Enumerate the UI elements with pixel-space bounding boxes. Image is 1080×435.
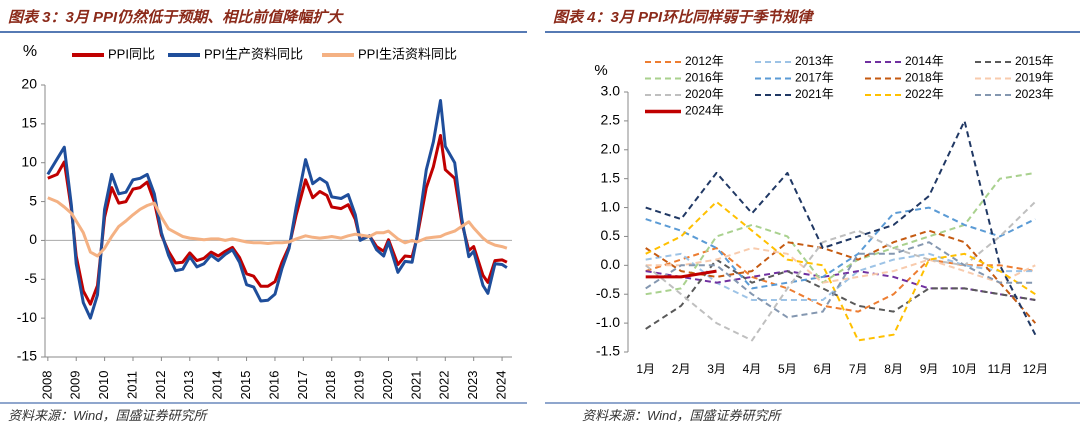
source-note: 资料来源：Wind，国盛证券研究所 [582,408,783,423]
y-tick-label: 0.0 [601,256,621,272]
legend-label: 2019年 [1015,71,1054,85]
legend-label: 2017年 [795,71,834,85]
x-tick-label: 2008 [39,371,54,400]
y-tick-label: -5 [25,270,38,286]
series-line [47,196,508,258]
y-tick-label: -1.5 [596,343,620,359]
chart-title: 图表 4：3月 PPI环比同样弱于季节规律 [553,8,814,26]
x-tick-label: 7月 [849,362,868,376]
x-tick-label: 1月 [636,362,655,376]
y-axis-label: % [594,62,607,79]
y-tick-label: 1.5 [601,169,621,185]
x-tick-label: 3月 [707,362,726,376]
legend-label: 2024年 [685,104,724,118]
legend-label: 2018年 [905,71,944,85]
x-tick-label: 5月 [778,362,797,376]
x-tick-label: 2017 [295,371,310,400]
x-tick-label: 2012 [153,371,168,400]
legend-label: PPI生活资料同比 [358,46,457,61]
x-tick-label: 2020 [380,371,395,400]
x-tick-label: 2月 [672,362,691,376]
series-line [46,99,508,320]
y-tick-label: 0 [29,231,37,247]
legend-label: 2016年 [685,71,724,85]
x-tick-label: 9月 [920,362,939,376]
x-tick-label: 2013 [181,371,196,400]
x-tick-label: 2009 [68,371,83,400]
legend-label: 2014年 [905,54,944,68]
legend-label: 2023年 [1015,87,1054,101]
chart-title: 图表 3：3月 PPI仍然低于预期、相比前值降幅扩大 [8,8,344,26]
series-line [645,206,1036,290]
x-tick-label: 2024 [494,371,509,400]
x-tick-label: 2021 [408,371,423,400]
series-line [645,270,1036,301]
x-tick-label: 2022 [437,371,452,400]
series-line [645,247,1036,284]
y-tick-label: -15 [17,348,37,364]
series-line [645,258,1036,330]
y-tick-label: 2.0 [601,140,621,156]
series-line [645,247,1036,313]
y-tick-label: 20 [21,76,37,92]
x-tick-label: 2014 [210,371,225,400]
source-note: 资料来源：Wind，国盛证券研究所 [8,408,209,423]
legend-label: 2021年 [795,87,834,101]
legend-label: PPI生产资料同比 [204,46,303,61]
y-axis-label: % [23,43,37,60]
x-tick-label: 6月 [813,362,832,376]
y-tick-label: -10 [17,309,37,325]
series-line [645,269,717,279]
series-line [645,200,1036,342]
x-tick-label: 2010 [96,371,111,400]
x-tick-label: 12月 [1023,362,1048,376]
x-tick-label: 2019 [352,371,367,400]
y-tick-label: 2.5 [601,112,621,128]
x-tick-label: 2015 [238,371,253,400]
y-tick-label: -1.0 [596,314,620,330]
series-line [645,201,1036,342]
series-line [645,119,1037,336]
legend-label: 2022年 [905,87,944,101]
x-tick-label: 11月 [988,362,1012,376]
series-line [47,134,508,306]
x-tick-label: 8月 [884,362,903,376]
y-tick-label: -0.5 [596,285,620,301]
x-tick-label: 4月 [743,362,762,376]
x-tick-label: 2011 [124,371,139,399]
legend-label: 2020年 [685,87,724,101]
series-line [645,241,1036,319]
legend-label: 2013年 [795,54,834,68]
legend-label: 2015年 [1015,54,1054,68]
series-line [645,229,1037,324]
x-tick-label: 10月 [952,362,977,376]
y-tick-label: 1.0 [601,198,621,214]
y-tick-label: 15 [21,115,37,131]
series-line [645,252,1036,301]
y-tick-label: 5 [29,192,37,208]
series-line [645,171,1036,296]
x-tick-label: 2018 [323,371,338,400]
legend-label: PPI同比 [108,46,155,61]
x-tick-label: 2016 [266,371,281,400]
y-tick-label: 3.0 [601,83,621,99]
y-tick-label: 10 [21,153,37,169]
x-tick-label: 2023 [465,371,480,400]
legend-label: 2012年 [685,54,724,68]
y-tick-label: 0.5 [601,227,621,243]
